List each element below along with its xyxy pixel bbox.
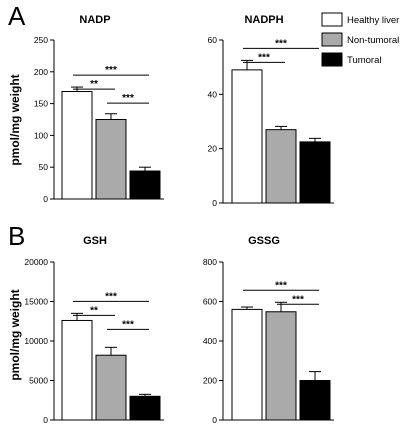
gssg-y-tick-label: 200 xyxy=(203,376,217,386)
gsh-bar-tumoral xyxy=(129,395,161,421)
legend-swatch-non-tumoral xyxy=(321,32,343,47)
gsh-y-tick-label: 20000 xyxy=(24,257,48,267)
gsh-bar-healthy-liver xyxy=(61,319,93,421)
gssg-y-tick-label: 400 xyxy=(203,336,217,346)
gsh-significance-label: *** xyxy=(122,319,134,330)
gsh-y-tick-label: 15000 xyxy=(24,297,48,307)
nadp-bar-non-tumoral xyxy=(95,119,127,200)
gssg-title: GSSG xyxy=(248,235,280,247)
legend: Healthy liver Non-tumoral Tumoral xyxy=(321,12,399,67)
chart-gssg: GSSG 0 200 400 600 800 *** *** xyxy=(203,235,334,425)
gsh-bar-non-tumoral xyxy=(95,354,127,421)
chart-nadph: NADPH 0 20 40 60 *** *** xyxy=(208,14,334,208)
nadp-y-tick-label: 50 xyxy=(39,162,49,172)
legend-swatch-healthy-liver xyxy=(321,12,343,27)
nadph-bar-tumoral xyxy=(299,141,331,204)
gsh-title: GSH xyxy=(83,235,107,247)
y-axis-label-b: pmol/mg weight xyxy=(8,289,22,380)
nadp-y-tick-label: 0 xyxy=(43,194,48,204)
nadph-y-tick-label: 60 xyxy=(208,35,218,45)
nadp-bar-tumoral xyxy=(129,170,161,200)
gssg-bar-non-tumoral xyxy=(265,311,297,421)
panel-letter-a: A xyxy=(8,1,26,31)
gssg-bar-tumoral xyxy=(299,380,331,421)
gssg-y-tick-label: 600 xyxy=(203,297,217,307)
gssg-significance-label: *** xyxy=(292,294,304,305)
nadph-title: NADPH xyxy=(244,14,283,26)
nadp-significance-label: *** xyxy=(122,93,134,104)
nadp-significance-label: ** xyxy=(90,79,98,90)
nadph-y-tick-label: 0 xyxy=(212,198,217,208)
nadph-bar-healthy-liver xyxy=(231,69,263,204)
legend-swatch-tumoral xyxy=(321,52,343,67)
nadp-y-tick-label: 200 xyxy=(34,67,48,77)
gssg-y-tick-label: 0 xyxy=(212,415,217,425)
nadp-y-tick-label: 250 xyxy=(34,35,48,45)
gssg-bar-healthy-liver xyxy=(231,308,263,421)
legend-label-healthy-liver: Healthy liver xyxy=(347,15,399,26)
nadph-y-tick-label: 40 xyxy=(208,89,218,99)
nadph-significance-label: *** xyxy=(275,38,287,49)
gsh-y-tick-label: 10000 xyxy=(24,336,48,346)
nadph-significance-label: *** xyxy=(258,52,270,63)
y-axis-label-a: pmol/mg weight xyxy=(8,74,22,165)
legend-label-non-tumoral: Non-tumoral xyxy=(347,35,399,46)
gssg-significance-label: *** xyxy=(275,280,287,291)
nadph-bar-non-tumoral xyxy=(265,129,297,204)
nadp-y-tick-label: 100 xyxy=(34,130,48,140)
gsh-significance-label: *** xyxy=(105,291,117,302)
nadp-bar-healthy-liver xyxy=(61,91,93,200)
nadp-title: NADP xyxy=(79,14,110,26)
nadph-y-tick-label: 20 xyxy=(208,144,218,154)
gsh-significance-label: ** xyxy=(90,305,98,316)
gsh-y-tick-label: 0 xyxy=(43,415,48,425)
nadp-y-tick-label: 150 xyxy=(34,99,48,109)
nadp-significance-label: *** xyxy=(105,65,117,76)
panel-letter-b: B xyxy=(8,221,25,251)
gssg-y-tick-label: 800 xyxy=(203,257,217,267)
gsh-y-tick-label: 5000 xyxy=(29,376,48,386)
legend-label-tumoral: Tumoral xyxy=(347,55,382,66)
